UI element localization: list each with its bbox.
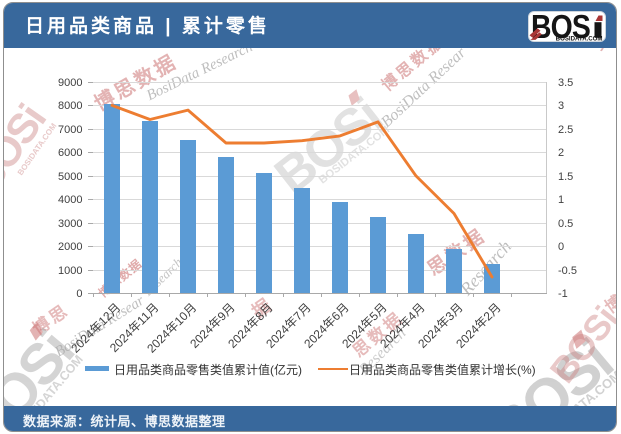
svg-text:BOS: BOS	[531, 11, 590, 42]
svg-text:BOSIDATA.COM: BOSIDATA.COM	[556, 36, 603, 42]
